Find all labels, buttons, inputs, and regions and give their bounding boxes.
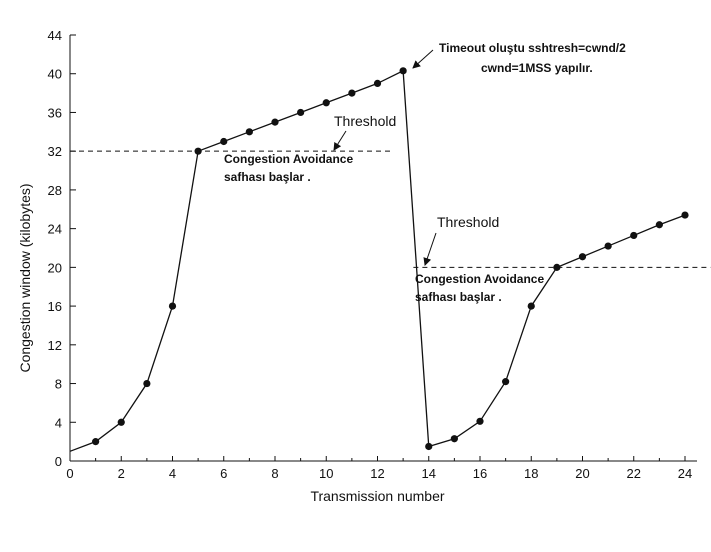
x-tick-label: 18: [524, 466, 538, 481]
data-point: [194, 147, 202, 155]
timeout-arrow: [412, 49, 434, 69]
data-point: [245, 128, 253, 136]
threshold-arrow-2: [423, 232, 437, 266]
congestion-avoidance-2-line1: Congestion Avoidance: [415, 272, 544, 286]
y-tick-label: 8: [55, 377, 62, 392]
data-point: [655, 221, 663, 229]
data-point: [220, 137, 228, 146]
x-tick-label: 20: [575, 466, 589, 481]
x-tick-label: 10: [319, 466, 333, 481]
timeout-annotation-line2: cwnd=1MSS yapılır.: [481, 61, 593, 75]
data-point: [143, 379, 151, 388]
timeout-annotation-line1: Timeout oluştu sshtresh=cwnd/2: [439, 41, 626, 55]
congestion-avoidance-2-line2: safhası başlar .: [415, 290, 502, 304]
data-point: [630, 231, 638, 240]
y-tick-label: 20: [48, 260, 62, 275]
x-tick-label: 2: [118, 466, 125, 481]
data-point: [297, 108, 305, 117]
data-point: [348, 89, 356, 97]
x-tick-label: 8: [271, 466, 278, 481]
y-axis-ticks: 0 4 8 12 16 20 24 28 32 36 40 44: [48, 28, 76, 469]
data-point: [373, 79, 382, 88]
y-tick-label: 32: [48, 144, 62, 159]
x-tick-label: 24: [678, 466, 692, 481]
x-tick-label: 12: [370, 466, 384, 481]
y-tick-label: 16: [48, 299, 62, 314]
axes: [69, 35, 697, 462]
data-point: [502, 378, 510, 386]
data-point: [476, 417, 484, 425]
threshold-lines: [70, 150, 711, 268]
y-tick-label: 0: [55, 454, 62, 469]
data-point: [681, 211, 689, 219]
congestion-avoidance-1-line1: Congestion Avoidance: [224, 152, 353, 166]
data-point: [578, 253, 587, 261]
x-tick-label: 4: [169, 466, 176, 481]
data-point: [168, 302, 177, 310]
data-point: [425, 442, 433, 451]
x-axis-title: Transmission number: [310, 488, 444, 504]
congestion-avoidance-1-line2: safhası başlar .: [224, 170, 311, 184]
data-point: [527, 302, 535, 310]
y-axis-title: Congestion window (kilobytes): [17, 183, 33, 372]
threshold-label-2: Threshold: [437, 214, 499, 230]
data-point: [604, 242, 612, 250]
data-point: [92, 438, 100, 446]
x-tick-label: 14: [422, 466, 436, 481]
data-point: [322, 99, 330, 107]
y-tick-label: 36: [48, 105, 62, 120]
data-point: [553, 263, 561, 271]
data-point: [399, 67, 407, 75]
data-point: [271, 118, 279, 126]
y-tick-label: 44: [48, 28, 62, 43]
data-point: [450, 435, 458, 443]
x-tick-label: 0: [66, 466, 73, 481]
y-tick-label: 24: [48, 222, 62, 237]
y-tick-label: 12: [48, 338, 62, 353]
x-tick-label: 6: [220, 466, 227, 481]
threshold-label-1: Threshold: [334, 113, 396, 129]
y-tick-label: 28: [48, 183, 62, 198]
x-tick-label: 22: [627, 466, 641, 481]
x-axis-ticks: 0 2 4 6 8 10 12 14 16 18 20 22 24: [66, 456, 692, 481]
data-point: [117, 418, 125, 426]
y-tick-label: 4: [55, 415, 62, 430]
data-points: [92, 67, 689, 451]
x-tick-label: 16: [473, 466, 487, 481]
y-tick-label: 40: [48, 67, 62, 82]
threshold-arrow-1: [333, 130, 347, 151]
